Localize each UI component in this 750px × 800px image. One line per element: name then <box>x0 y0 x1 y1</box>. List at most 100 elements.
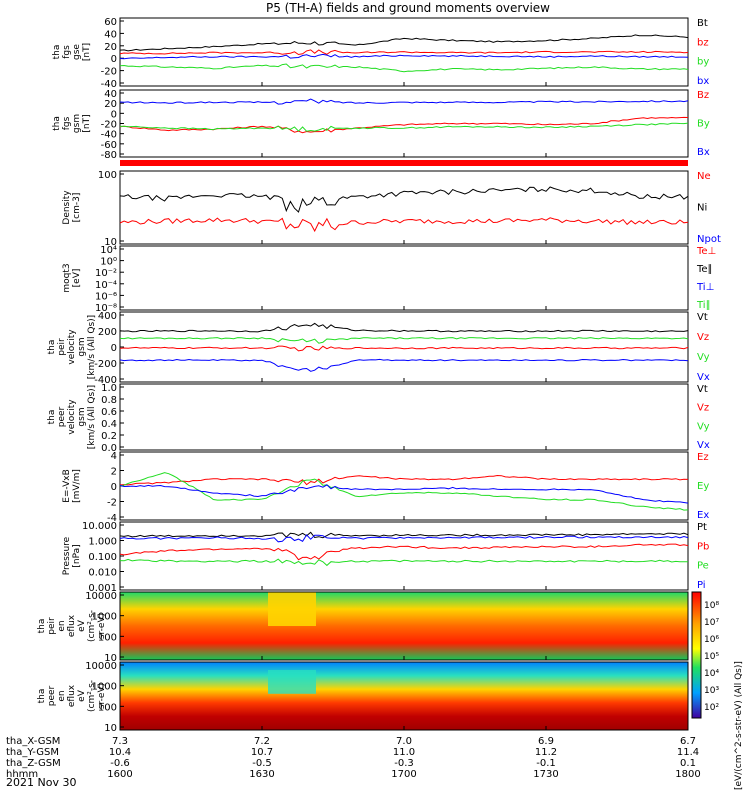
y-label-line: [km/s (All Qs)] <box>87 385 97 449</box>
legend-Te⊥: Te⊥ <box>696 246 716 257</box>
y-label-line: gse <box>72 44 82 60</box>
y-tick-label: 0.6 <box>101 407 117 418</box>
series-by <box>119 63 689 73</box>
y-label-line: [km/s (All Qs)] <box>87 315 97 379</box>
y-axis-label: tha peir en eflux eV (cm²-s-sr-eV) <box>37 610 107 642</box>
y-axis-label: tha peir velocity gsm [km/s (All Qs)] <box>47 315 97 379</box>
y-label-line: tha <box>37 619 47 634</box>
y-label-line: peer <box>47 685 57 706</box>
y-label-line: peir <box>57 338 67 356</box>
y-label-line: eV <box>77 689 87 702</box>
y-tick-label: -40 <box>101 79 117 90</box>
y-label-line: fgs <box>62 45 72 59</box>
y-label-line: [nT] <box>82 43 92 61</box>
series-Bx <box>119 98 689 105</box>
panel-frame <box>119 170 689 245</box>
y-label-line: velocity <box>67 399 77 435</box>
y-tick-label: 0.2 <box>101 431 117 442</box>
y-tick-label: 0.010 <box>88 568 117 579</box>
y-label-line: en <box>57 620 67 631</box>
y-label-line: Pressure <box>62 536 72 575</box>
panel-density: 100 10 Density [cm-3] Ne Ni Npot <box>62 170 721 248</box>
status-bar <box>120 160 688 166</box>
y-label-line: Density <box>62 190 72 225</box>
y-axis-label: tha peer en eflux eV (cm²-s-sr-eV) <box>37 680 107 712</box>
y-tick-label: 0 <box>111 482 117 493</box>
date-label: 2021 Nov 30 <box>6 776 76 789</box>
legend-Pb: Pb <box>697 541 709 552</box>
x-row-value: 6.7 <box>680 736 696 747</box>
y-label-line: gsm <box>77 337 87 356</box>
colorbar-tick: 10⁴ <box>704 669 719 679</box>
x-row-value: 1730 <box>533 769 558 780</box>
y-label-line: [eV] <box>72 269 82 288</box>
x-row-value: -0.1 <box>536 758 556 769</box>
panel-frame <box>119 521 689 591</box>
y-tick-label: 400 <box>98 311 117 322</box>
y-axis-label: tha fgs gsm [nT] <box>52 114 92 133</box>
colorbar-tick: 10⁵ <box>704 652 719 662</box>
legend-Vz: Vz <box>697 403 709 414</box>
y-tick-label: -60 <box>101 140 117 151</box>
y-label-line: peer <box>57 406 67 427</box>
y-tick-label: 40 <box>104 89 117 100</box>
x-row-value: 1700 <box>391 769 416 780</box>
legend-Vz: Vz <box>697 332 709 343</box>
y-tick-label: 2 <box>111 467 117 478</box>
y-tick-label: 0.001 <box>88 583 117 594</box>
y-label-line: eflux <box>67 614 77 637</box>
legend-By: By <box>697 119 710 130</box>
series-bz <box>119 49 689 56</box>
series-bx <box>119 53 689 60</box>
y-tick-label: 10⁻⁴ <box>95 280 117 291</box>
x-row-value: 10.4 <box>109 747 131 758</box>
x-row-value: -0.6 <box>110 758 130 769</box>
x-row-value: 6.9 <box>538 736 554 747</box>
x-row-value: 10.7 <box>251 747 273 758</box>
y-tick-label: 0.100 <box>88 552 117 563</box>
y-tick-label: -80 <box>101 150 117 161</box>
spectrogram-burst <box>268 670 316 694</box>
panel-velocity-gsm-empty: 1.00.80.60.40.20.0 tha peer velocity gsm [km/… <box>47 383 710 454</box>
y-label-line: en <box>57 690 67 701</box>
x-row-value: 1600 <box>107 769 132 780</box>
legend-Ni: Ni <box>697 203 707 214</box>
figure-title: P5 (TH-A) fields and ground moments over… <box>266 1 550 15</box>
series-Vt <box>119 322 689 333</box>
series-Bt <box>119 34 689 52</box>
y-tick-label: 40 <box>104 29 117 40</box>
series-Pe <box>119 558 689 567</box>
legend-Vy: Vy <box>697 421 710 432</box>
y-tick-label: -200 <box>94 359 117 370</box>
legend-Ex: Ex <box>697 510 709 521</box>
y-tick-label: 0 <box>111 343 117 354</box>
colorbar-tick: 10⁷ <box>704 618 719 628</box>
y-axis-label: Pressure [nPa] <box>62 536 82 575</box>
y-tick-label: 100 <box>98 632 117 643</box>
legend-Ez: Ez <box>697 452 709 463</box>
y-tick-label: 0 <box>111 109 117 120</box>
legend-Vy: Vy <box>697 352 710 363</box>
y-tick-label: 200 <box>98 327 117 338</box>
series-Ni <box>119 186 689 213</box>
x-row-label: tha_Y-GSM <box>6 747 59 758</box>
y-label-line: sr-eV) <box>97 683 107 709</box>
legend-Npot: Npot <box>697 234 721 245</box>
colorbar-tick: 10³ <box>704 686 719 696</box>
x-row-value: 1630 <box>249 769 274 780</box>
y-tick-label: -40 <box>101 130 117 141</box>
legend-Pi: Pi <box>697 580 706 591</box>
legend-by: by <box>697 57 709 68</box>
y-tick-label: 1.000 <box>88 537 117 548</box>
y-tick-label: 20 <box>104 42 117 53</box>
y-tick-label: 0.8 <box>101 395 117 406</box>
y-tick-label: 60 <box>104 17 117 28</box>
y-label-line: [cm-3] <box>72 193 82 223</box>
series-Pi <box>119 534 689 543</box>
y-axis-label: E=-VxB [mV/m] <box>62 469 82 503</box>
x-row-value: 7.2 <box>254 736 270 747</box>
y-tick-label: 0.0 <box>101 443 117 454</box>
legend-Ti∥: Ti∥ <box>696 300 711 311</box>
